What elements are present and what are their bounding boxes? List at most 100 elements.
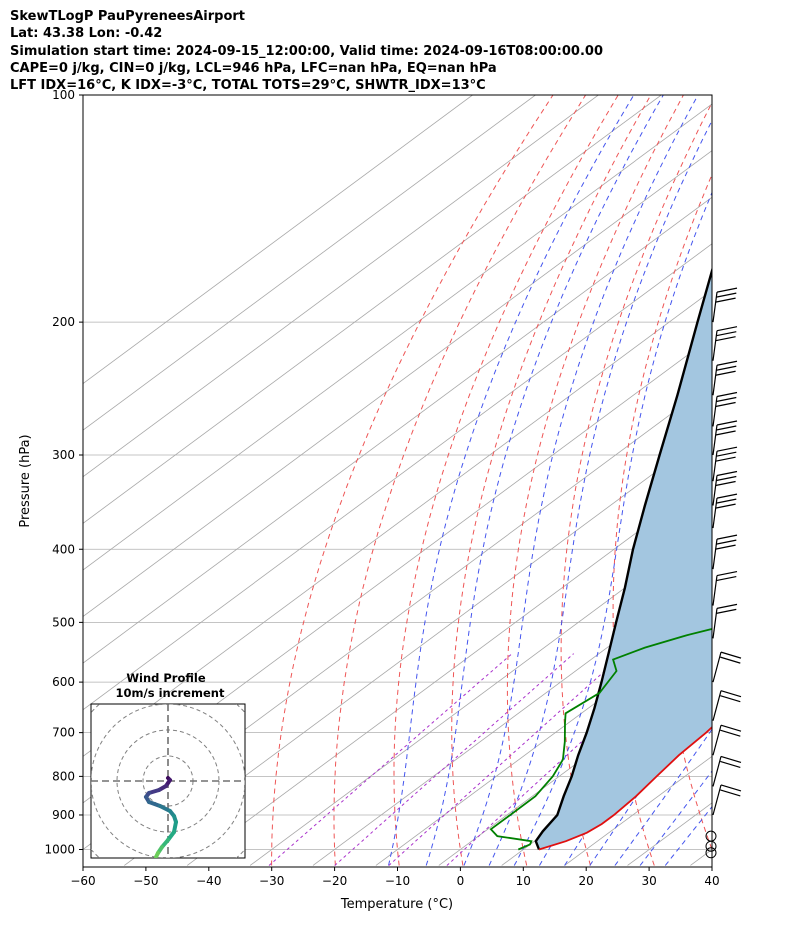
wind-barb [712, 755, 742, 787]
y-tick-label: 900 [52, 808, 75, 822]
x-axis-label: Temperature (°C) [340, 897, 453, 912]
barb-flag [715, 456, 736, 462]
wind-barb [712, 534, 738, 570]
x-tick-label: 20 [579, 874, 594, 888]
isotherm-line [83, 95, 662, 524]
barb-flag [720, 729, 741, 737]
wind-barb [712, 570, 738, 606]
barb-flag [716, 475, 737, 482]
x-tick-label: −20 [322, 874, 347, 888]
wind-barb [712, 724, 742, 756]
dry-adiabat [759, 95, 794, 866]
stability-indices: LFT IDX=16°C, K IDX=-3°C, TOTAL TOTS=29°… [10, 78, 486, 94]
barb-flag [716, 292, 737, 298]
moist-adiabat [463, 95, 699, 866]
barb-flag [715, 480, 736, 487]
moist-adiabat [425, 95, 664, 866]
barb-flag [715, 401, 736, 408]
moist-adiabat [589, 673, 712, 866]
barb-flag [716, 498, 737, 504]
dry-adiabat [711, 508, 712, 566]
barb-flag [716, 365, 737, 371]
moist-adiabat [639, 770, 712, 866]
dry-adiabat [271, 95, 554, 866]
dry-adiabat [506, 95, 684, 866]
x-tick-label: −60 [70, 874, 95, 888]
wind-barb [705, 847, 717, 859]
y-tick-label: 100 [52, 88, 75, 102]
x-tick-label: −30 [259, 874, 284, 888]
y-tick-label: 400 [52, 542, 75, 556]
convective-indices: CAPE=0 j/kg, CIN=0 j/kg, LCL=946 hPa, LF… [10, 60, 497, 76]
barb-flag [720, 784, 742, 792]
barb-staff [712, 651, 722, 683]
wind-barb [705, 840, 717, 852]
barb-flag [716, 470, 738, 477]
barb-flag [720, 690, 742, 698]
x-tick-label: 40 [704, 874, 719, 888]
barb-flag [716, 539, 737, 545]
chart-axes: −60 −50 −40 −30 −20 −10 0 10 20 30 40 100 200 300 400 5… [44, 88, 719, 888]
isotherm-line [375, 616, 712, 866]
barb-flag [716, 420, 738, 426]
barb-flag [720, 656, 741, 664]
moist-adiabat [388, 95, 635, 866]
mixing-ratio-line [268, 653, 513, 866]
wind-barb [712, 326, 738, 361]
hodograph-title: Wind Profile [126, 671, 206, 685]
x-tick-label: −10 [385, 874, 410, 888]
chart-series [489, 266, 712, 851]
barb-flag [716, 534, 738, 540]
barb-flag [715, 370, 736, 376]
barb-flag [715, 297, 736, 303]
dewpoint-line [489, 628, 712, 851]
isotherm-line [83, 103, 712, 571]
isotherm-line [83, 95, 536, 431]
wind-barb [712, 784, 742, 816]
y-tick-label: 200 [52, 315, 75, 329]
hodograph-subtitle: 10m/s increment [116, 686, 225, 700]
chart-header: SkewTLogP PauPyreneesAirport Lat: 43.38 … [10, 8, 603, 94]
barb-flag [716, 451, 737, 457]
barb-flag [720, 755, 742, 764]
x-tick-label: 10 [516, 874, 531, 888]
barb-flag [720, 760, 741, 769]
barb-flag [716, 425, 737, 431]
y-axis-label: Pressure (hPa) [18, 434, 33, 527]
hodograph-plot [91, 704, 245, 858]
wind-barb [712, 420, 738, 456]
mixing-ratio-line [388, 653, 625, 866]
barb-flag [716, 608, 737, 614]
barb-flag [716, 287, 738, 293]
barb-staff [712, 690, 722, 721]
isotherm-line [83, 196, 712, 664]
y-tick-label: 600 [52, 675, 75, 689]
barb-flag [716, 446, 738, 452]
barb-flag [716, 391, 738, 398]
barb-flag [715, 430, 736, 436]
barb-flag [716, 360, 738, 366]
mixing-ratio-line [334, 653, 575, 866]
barb-flag [716, 575, 737, 582]
barb-flag [720, 651, 742, 659]
barb-flag [716, 396, 737, 403]
wind-barb [712, 493, 738, 529]
barb-flag [716, 603, 738, 609]
barb-flag [720, 789, 741, 797]
dry-adiabat [451, 95, 652, 866]
dry-adiabat [333, 95, 587, 866]
wind-barb [712, 651, 742, 683]
chart-title: SkewTLogP PauPyreneesAirport [10, 9, 246, 24]
x-tick-label: 0 [457, 874, 465, 888]
isotherm-line [83, 150, 712, 618]
isotherm-line [83, 243, 712, 711]
y-tick-label: 700 [52, 726, 75, 740]
isotherm-line [312, 569, 712, 866]
barb-flag [716, 331, 737, 337]
wind-barb [712, 360, 738, 396]
barb-staff [712, 784, 722, 816]
dry-adiabat [393, 95, 619, 866]
wind-barb [712, 446, 738, 482]
station-location: Lat: 43.38 Lon: -0.42 [10, 26, 163, 42]
